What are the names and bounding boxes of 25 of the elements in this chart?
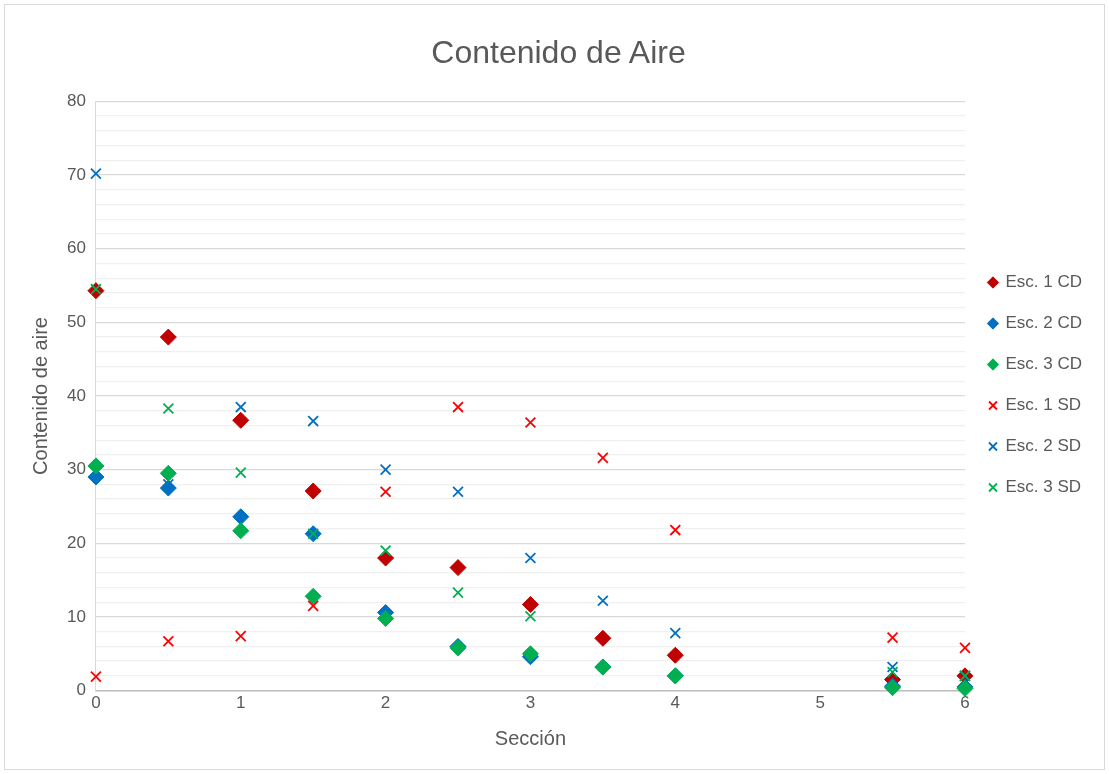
y-axis-title: Contenido de aire bbox=[28, 317, 51, 475]
y-tick-label: 60 bbox=[66, 238, 86, 258]
x-tick-label: 4 bbox=[670, 693, 681, 713]
x-tick-label: 1 bbox=[236, 693, 246, 713]
y-tick-label: 80 bbox=[66, 91, 86, 111]
legend-label: Esc. 2 SD bbox=[1005, 436, 1082, 456]
x-axis-title: Sección bbox=[494, 726, 567, 749]
y-tick-label: 70 bbox=[66, 164, 86, 184]
legend-label: Esc. 1 CD bbox=[1005, 272, 1083, 292]
chart-title: Contenido de Aire bbox=[431, 34, 686, 71]
y-tick-label: 10 bbox=[66, 606, 86, 626]
legend-label: Esc. 3 CD bbox=[1005, 354, 1083, 374]
y-tick-label: 0 bbox=[76, 680, 86, 700]
x-tick-label: 5 bbox=[815, 693, 825, 713]
x-tick-label: 6 bbox=[960, 693, 970, 713]
y-tick-label: 40 bbox=[66, 385, 86, 405]
x-tick-label: 3 bbox=[525, 693, 536, 713]
y-tick-label: 30 bbox=[66, 459, 86, 479]
legend-label: Esc. 2 CD bbox=[1005, 313, 1083, 333]
x-tick-label: 0 bbox=[91, 693, 101, 713]
legend-label: Esc. 1 SD bbox=[1005, 395, 1082, 415]
x-tick-label: 2 bbox=[380, 693, 391, 713]
y-tick-label: 50 bbox=[66, 312, 86, 332]
legend-label: Esc. 3 SD bbox=[1005, 477, 1082, 497]
y-tick-label: 20 bbox=[66, 532, 86, 552]
